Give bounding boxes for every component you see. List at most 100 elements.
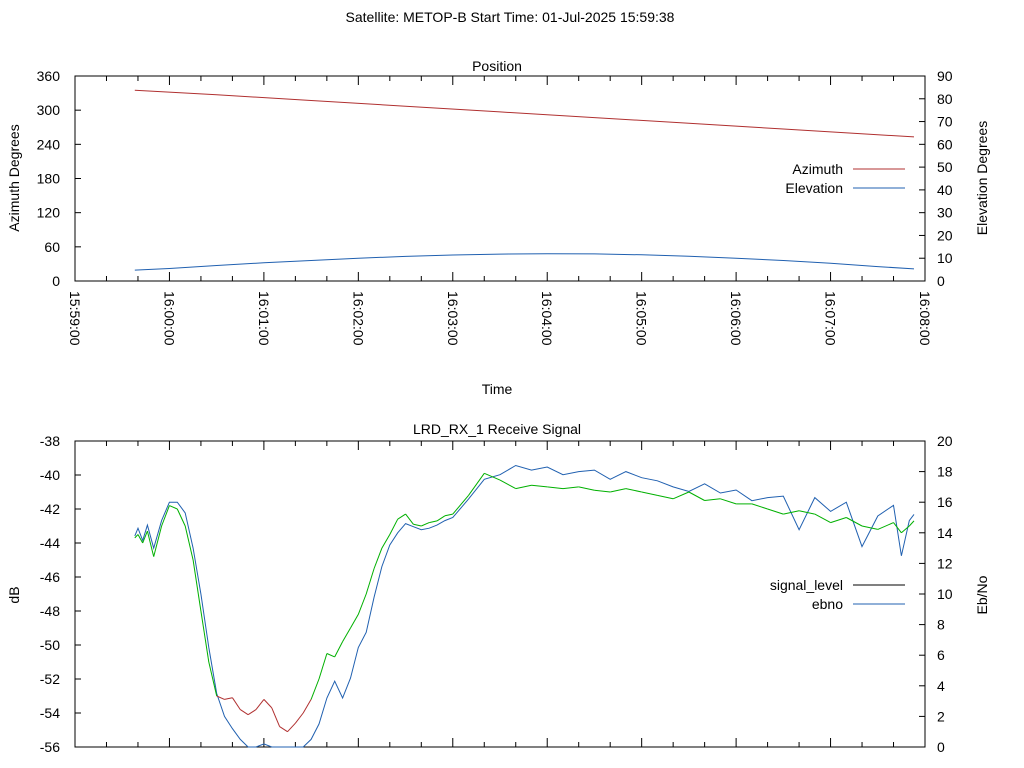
position-right-axis: 0 10 20 30 40 50 60 70 80 90 (919, 68, 953, 289)
signal-level-segment (672, 491, 690, 500)
signal-level-segment (578, 486, 595, 491)
left-tick-label: -46 (40, 569, 60, 585)
signal-level-segment (814, 513, 831, 524)
right-tick-label: 40 (937, 182, 953, 198)
legend-signal-level-label: signal_level (770, 577, 843, 593)
signal-level-segment (436, 515, 446, 522)
right-tick-label: 2 (937, 708, 945, 724)
signal-left-axis: -56 -54 -52 -50 -48 -46 -44 -42 -40 -38 (40, 433, 81, 755)
signal-y-axis-label: dB (6, 586, 22, 603)
signal-right-axis: 0 2 4 6 8 10 12 14 16 18 20 (919, 433, 953, 755)
right-tick-label: 60 (937, 136, 953, 152)
left-tick-label: -56 (40, 739, 60, 755)
right-tick-label: 0 (937, 739, 945, 755)
right-tick-label: 80 (937, 91, 953, 107)
signal-level-segment (688, 491, 705, 501)
signal-level-segment (231, 697, 241, 710)
signal-level-segment (641, 491, 658, 496)
right-tick-label: 6 (937, 647, 945, 663)
right-tick-label: 90 (937, 68, 953, 84)
header-title: Satellite: METOP-B Start Time: 01-Jul-20… (346, 9, 675, 25)
signal-level-segment (798, 510, 815, 515)
position-chart: Position 0 60 120 180 240 300 360 0 10 20 30 40 50 6… (6, 58, 990, 397)
legend-elevation-label: Elevation (785, 180, 843, 196)
left-tick-label: 240 (37, 136, 61, 152)
signal-level-segment (310, 678, 320, 700)
elevation-series-line (134, 253, 915, 271)
left-tick-label: 0 (52, 273, 60, 289)
signal-level-segment (468, 473, 485, 496)
position-x-axis: 15:59:00 16:00:00 16:01:00 16:02:00 16:03:00… (67, 76, 933, 346)
right-tick-label: 12 (937, 555, 953, 571)
signal-level-segment (783, 510, 800, 515)
signal-level-segment (444, 513, 453, 517)
legend-ebno-label: ebno (812, 596, 843, 612)
signal-level-segment (405, 513, 414, 525)
signal-chart-title: LRD_RX_1 Receive Signal (413, 421, 581, 437)
signal-level-segment (381, 534, 391, 549)
left-tick-label: 360 (37, 68, 61, 84)
signal-level-segment (161, 505, 170, 527)
left-tick-label: -40 (40, 467, 60, 483)
x-tick-label: 16:00:00 (161, 291, 177, 346)
right-tick-label: 20 (937, 433, 953, 449)
signal-level-segment (279, 726, 288, 733)
left-tick-label: -54 (40, 705, 60, 721)
right-tick-label: 8 (937, 617, 945, 633)
left-tick-label: -50 (40, 637, 60, 653)
signal-level-segment (342, 627, 351, 642)
signal-level-segment (877, 522, 894, 530)
signal-level-segment (247, 709, 257, 716)
signal-level-segment (263, 699, 273, 709)
signal-level-segment (176, 508, 186, 527)
signal-level-segment (515, 484, 532, 490)
position-series (134, 89, 915, 271)
position-x-axis-label: Time (482, 381, 513, 397)
signal-level-segment (318, 653, 328, 680)
signal-level-segment (657, 494, 674, 500)
x-tick-label: 16:06:00 (728, 291, 744, 346)
signal-series (134, 464, 915, 748)
signal-y2-axis-label: Eb/No (974, 575, 990, 614)
left-tick-label: 120 (37, 205, 61, 221)
signal-level-segment (142, 530, 148, 544)
signal-level-segment (452, 495, 469, 515)
signal-chart: LRD_RX_1 Receive Signal -56-54-52-50-48-… (6, 421, 990, 755)
azimuth-series-line (134, 89, 915, 138)
signal-level-segment (326, 653, 335, 658)
signal-x-axis (74, 441, 926, 747)
signal-level-segment (704, 498, 721, 501)
signal-level-segment (184, 525, 194, 561)
signal-level-segment (287, 722, 296, 733)
signal-level-segment (216, 695, 225, 700)
signal-legend: signal_level ebno (770, 577, 905, 612)
x-tick-label: 15:59:00 (67, 291, 83, 346)
signal-level-segment (830, 517, 847, 524)
signal-level-segment (547, 486, 564, 490)
position-chart-title: Position (472, 58, 522, 74)
right-tick-label: 30 (937, 205, 953, 221)
signal-level-segment (429, 520, 438, 524)
position-y-axis-label: Azimuth Degrees (6, 124, 22, 231)
signal-level-segment (271, 707, 281, 727)
position-left-axis: 0 60 120 180 240 300 360 (37, 68, 81, 289)
left-tick-label: 60 (44, 239, 60, 255)
x-tick-label: 16:03:00 (445, 291, 461, 346)
signal-level-segment (908, 520, 915, 527)
right-tick-label: 50 (937, 159, 953, 175)
ebno-series-line (134, 464, 915, 748)
position-plot-frame (74, 75, 926, 282)
signal-level-segment (302, 699, 312, 714)
signal-level-segment (531, 484, 548, 488)
right-tick-label: 4 (937, 678, 945, 694)
x-tick-label: 16:02:00 (350, 291, 366, 346)
right-tick-label: 16 (937, 494, 953, 510)
left-tick-label: 180 (37, 171, 61, 187)
right-tick-label: 10 (937, 586, 953, 602)
position-y2-axis-label: Elevation Degrees (974, 121, 990, 235)
signal-level-segment (893, 522, 902, 534)
right-tick-label: 14 (937, 525, 953, 541)
signal-level-segment (357, 593, 367, 615)
signal-level-segment (562, 486, 579, 490)
signal-level-segment (200, 610, 210, 663)
